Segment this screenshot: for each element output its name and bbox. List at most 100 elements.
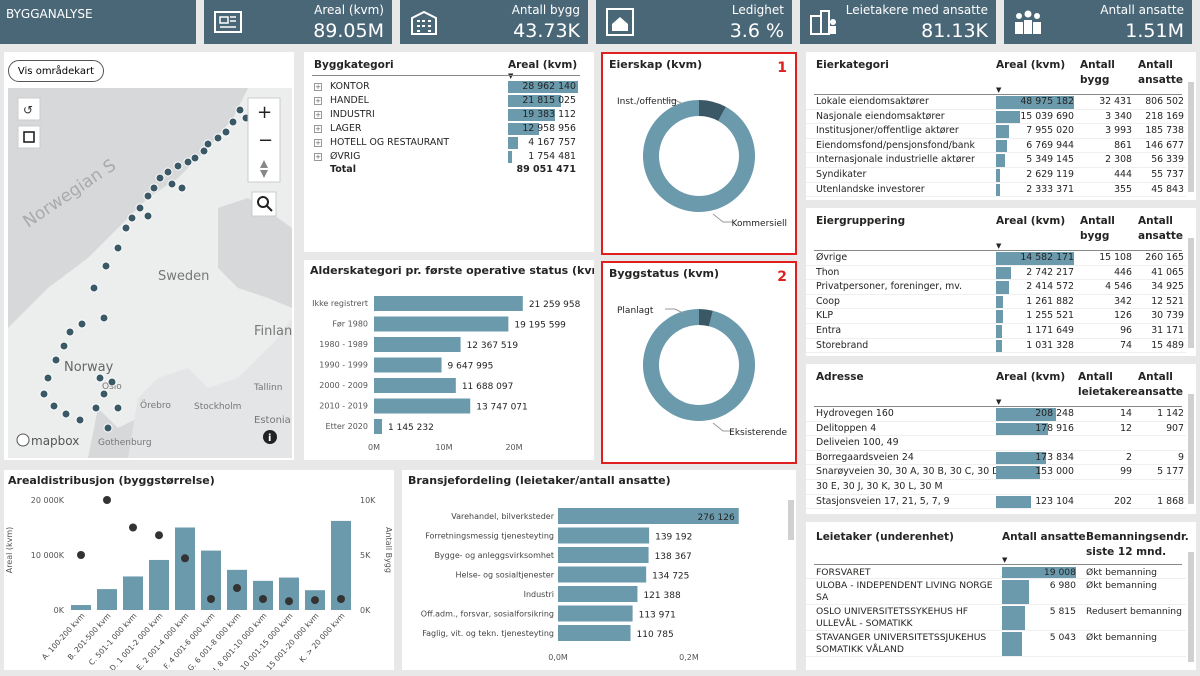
table-row[interactable]: + HANDEL 21 815 025	[304, 94, 594, 108]
x-tick: K. > 20 000 kvm	[298, 611, 347, 664]
table-header[interactable]: Areal (kvm)	[508, 59, 578, 71]
scrollbar[interactable]	[1188, 238, 1194, 348]
table-header[interactable]: Leietaker (underenhet)	[816, 531, 954, 543]
table-row[interactable]: Deliveien 100, 49	[806, 436, 1186, 451]
total-value: 89 051 471	[516, 164, 577, 175]
table-row[interactable]: Delitoppen 4 178 916 12 907	[806, 422, 1186, 437]
table-row[interactable]: Coop 1 261 882 342 12 521	[806, 295, 1186, 310]
slice-label: Kommersiell	[732, 219, 787, 229]
info-icon	[263, 430, 277, 444]
bar	[149, 559, 169, 610]
bar	[374, 357, 442, 373]
count-value: 2	[1126, 451, 1132, 463]
map-canvas[interactable]: Norwegian S Sweden Finlan Norway Oslo Ör…	[8, 88, 292, 458]
table-row[interactable]: Eiendomsfond/pensjonsfond/bank 6 769 944 8…	[806, 139, 1186, 154]
row-name: OSLO UNIVERSITETSSYKEHUS HF ULLEVÅL - SO…	[816, 606, 969, 629]
table-row[interactable]: Utenlandske investorer 2 333 371 355 45 843	[806, 183, 1186, 198]
table-row[interactable]: Institusjoner/offentlige aktører 7 955 02…	[806, 124, 1186, 139]
kpi-label: Leietakere med ansatte	[845, 3, 988, 17]
employees-value: 12 521	[1151, 295, 1184, 307]
area-value: 6 769 944	[1026, 139, 1074, 151]
table-row[interactable]: STAVANGER UNIVERSITETSSJUKEHUS SOMATIKK …	[806, 631, 1186, 657]
table-header[interactable]: Areal (kvm)	[996, 59, 1066, 71]
y2-tick: 5K	[360, 551, 371, 560]
kpi-card-leietakere[interactable]: Leietakere med ansatte 81.13K	[800, 0, 996, 44]
table-row[interactable]: Privatpersoner, foreninger, mv. 2 414 572…	[806, 280, 1186, 295]
table-header[interactable]: Antall leietakere	[1078, 371, 1138, 398]
data-label: 21 259 958	[529, 300, 581, 310]
table-row[interactable]: FORSVARET 19 008 Økt bemanning	[806, 566, 1186, 579]
table-header[interactable]: Antall bygg	[1080, 215, 1115, 242]
y-tick: 10 000K	[31, 551, 65, 560]
employees-value: 146 677	[1145, 139, 1184, 151]
table-row[interactable]: Lokale eiendomsaktører 48 975 182 32 431 80…	[806, 95, 1186, 110]
kpi-card-ledighet[interactable]: Ledighet 3.6 %	[596, 0, 792, 44]
leader-line	[712, 213, 733, 223]
table-header[interactable]: Byggkategori	[314, 59, 394, 71]
table-row[interactable]: Snarøyveien 30, 30 A, 30 B, 30 C, 30 D, 1…	[806, 465, 1186, 480]
table-header[interactable]: Antall ansatte	[1138, 215, 1184, 242]
kpi-value: 89.05M	[313, 20, 384, 42]
table-row[interactable]: 30 E, 30 J, 30 K, 30 L, 30 M	[806, 480, 1186, 495]
bar	[175, 527, 195, 610]
table-row[interactable]: OSLO UNIVERSITETSSYKEHUS HF ULLEVÅL - SO…	[806, 605, 1186, 631]
scrollbar[interactable]	[1188, 394, 1194, 504]
table-header[interactable]: Adresse	[816, 371, 864, 383]
table-row[interactable]: ULOBA - INDEPENDENT LIVING NORGE SA 6 980…	[806, 579, 1186, 605]
scatter-point	[181, 554, 189, 563]
table-row[interactable]: + ØVRIG 1 754 481	[304, 150, 594, 164]
employees-value: 30 739	[1151, 310, 1184, 322]
table-header[interactable]: Eierkategori	[816, 59, 889, 71]
table-header[interactable]: Areal (kvm)	[996, 371, 1066, 383]
table-header[interactable]: Bemanningsendr. siste 12 mnd.	[1086, 531, 1189, 558]
table-row[interactable]: Entra 1 171 649 96 31 171	[806, 324, 1186, 339]
area-bar	[508, 109, 555, 121]
scrollbar[interactable]	[1188, 552, 1194, 662]
table-row[interactable]: Internasjonale industrielle aktører 5 349…	[806, 153, 1186, 168]
map-lasso-tool	[17, 97, 41, 121]
bransjefordeling-chart: Bransjefordeling (leietaker/antall ansat…	[402, 470, 796, 670]
table-row[interactable]: Thon 2 742 217 446 41 065	[806, 266, 1186, 281]
table-header[interactable]: Antall ansatte	[1138, 371, 1184, 398]
arealdistribusjon-combo[interactable]: 0K 10 000K 20 000K 0K 5K 10K Areal (kvm) Antall…	[4, 490, 394, 670]
table-header[interactable]: Areal (kvm)	[996, 215, 1066, 227]
table-header[interactable]: Antall ansatte	[1138, 59, 1184, 86]
scrollbar[interactable]	[1188, 82, 1194, 192]
kpi-card-antall-bygg[interactable]: Antall bygg 43.73K	[400, 0, 588, 44]
table-header[interactable]: Antall bygg	[1080, 59, 1115, 86]
table-row[interactable]: Øvrige 14 582 171 15 108 260 165	[806, 251, 1186, 266]
table-header[interactable]: Antall ansatte	[1002, 531, 1086, 543]
staffing-change: Økt bemanning	[1086, 632, 1157, 643]
eierskap-donut[interactable]: Inst./offentlig Kommersiell	[603, 74, 795, 254]
data-label: 139 192	[655, 533, 692, 543]
area-value: 15 039 690	[1020, 110, 1074, 122]
area-bar	[996, 252, 1074, 265]
scatter-point	[285, 597, 293, 606]
table-row[interactable]: + KONTOR 28 962 140	[304, 80, 594, 94]
table-row[interactable]: + INDUSTRI 19 383 112	[304, 108, 594, 122]
count-value: 96	[1120, 325, 1132, 336]
table-row[interactable]: + LAGER 12 958 956	[304, 122, 594, 136]
byggstatus-donut[interactable]: Planlagt Eksisterende	[603, 283, 795, 463]
table-row[interactable]: Hydrovegen 160 208 248 14 1 142	[806, 407, 1186, 422]
table-row[interactable]: Borregaardsveien 24 173 834 2 9	[806, 451, 1186, 466]
area-bar	[996, 281, 1009, 294]
category-name: INDUSTRI	[330, 109, 375, 120]
alderskategori-bars[interactable]: Ikke registrert 21 259 958 Før 1980 19 195 …	[304, 282, 594, 460]
bransje-bars[interactable]: Varehandel, bilverksteder 276 126 Forretni…	[402, 492, 782, 670]
axis-tick: 0M	[368, 443, 380, 452]
table-row[interactable]: + HOTELL OG RESTAURANT 4 167 757	[304, 136, 594, 150]
scrollbar[interactable]	[788, 500, 794, 540]
table-row[interactable]: Nasjonale eiendomsaktører 15 039 690 3 340…	[806, 110, 1186, 125]
table-row[interactable]: KLP 1 255 521 126 30 739	[806, 309, 1186, 324]
table-header[interactable]: Eiergruppering	[816, 215, 906, 227]
bar	[279, 577, 299, 610]
table-row[interactable]: Syndikater 2 629 119 444 55 737	[806, 168, 1186, 183]
table-row[interactable]: Storebrand 1 031 328 74 15 489	[806, 339, 1186, 354]
kpi-card-antall-ansatte[interactable]: Antall ansatte 1.51M	[1004, 0, 1192, 44]
show-area-map-button[interactable]: Vis områdekart	[8, 60, 104, 82]
table-row[interactable]: Stasjonsveien 17, 21, 5, 7, 9 123 104 202 1…	[806, 495, 1186, 510]
kpi-card-areal[interactable]: Areal (kvm) 89.05M	[204, 0, 392, 44]
donut-slice	[699, 309, 713, 327]
map-search-tool	[251, 191, 277, 217]
